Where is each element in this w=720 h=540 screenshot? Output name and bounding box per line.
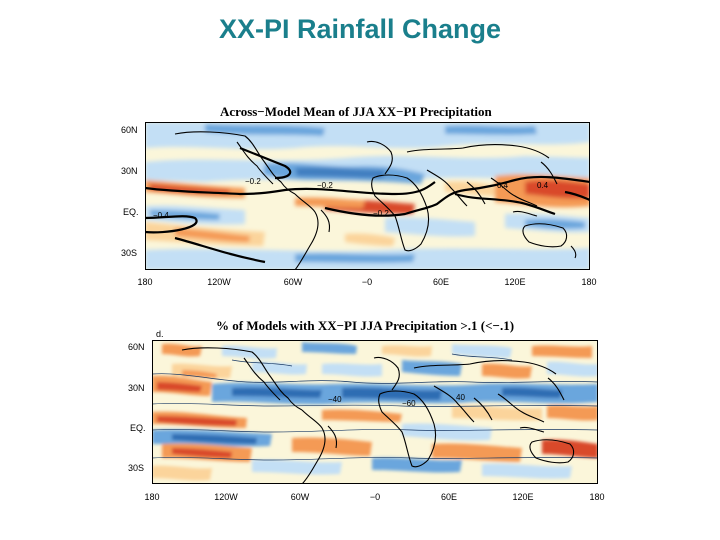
panel1-frame [145,122,590,270]
panel1-contour-label-6: 0.4 [497,181,509,190]
panel1-contour-label-3: −0.2 [373,209,389,218]
panel2-lon-0: −0 [369,492,381,502]
panel2-contour-label-1: −40 [328,395,342,404]
panel1-lon-60e: 60E [432,277,450,287]
panel2-letter: d. [156,329,164,339]
panel2-lon-180e: 180 [589,492,605,502]
panel2-contour-label-2: −60 [402,399,416,408]
panel1-title: Across−Model Mean of JJA XX−PI Precipita… [220,104,492,119]
panel2-lat-30n: 30N [128,383,145,393]
panel1-lon-60w: 60W [283,277,303,287]
panel2-lon-120w: 120W [214,492,238,502]
panel1-lon-180e: 180 [581,277,597,287]
panel1-lon-180w: 180 [137,277,153,287]
panel1-lat-30s: 30S [121,248,138,258]
panel1-lat-60n: 60N [121,125,138,135]
panel2-lat-30s: 30S [128,463,145,473]
panel1-map: −0.2 −0.4 −0.2 −0.2 0.4 0.4 [145,122,590,270]
panel1-lat-eq: EQ. [123,207,139,217]
panel2-frame [152,340,598,484]
panel1-lon-120e: 120E [504,277,526,287]
panel2-lat-eq: EQ. [130,423,146,433]
panel1-lon-0: −0 [361,277,373,287]
panel2-lon-60w: 60W [290,492,310,502]
panel2-title: % of Models with XX−PI JJA Precipitation… [216,318,515,333]
slide-title: XX-PI Rainfall Change [218,14,502,44]
panel2-lon-180w: 180 [144,492,160,502]
panel2-map: −40 −60 40 [152,340,598,484]
panel2-lon-120e: 120E [512,492,534,502]
panel2-lat-60n: 60N [128,342,145,352]
panel2-contours [152,353,598,461]
panel1-contours [145,146,590,264]
panel1-contour-label-1: −0.2 [317,181,333,190]
panel1-coastlines [174,131,577,270]
panel1-precip-field [145,122,590,270]
panel1-contour-label-4: −0.2 [245,177,261,186]
panel1-contour-label-5: 0.4 [537,181,549,190]
panel2-lon-60e: 60E [440,492,458,502]
panel1-contour-label-2: −0.4 [153,211,169,220]
panel1-lat-30n: 30N [121,166,138,176]
panel2-coastlines [181,347,575,484]
panel2-agreement-field [152,342,598,481]
panel2-contour-label-3: 40 [456,393,465,402]
panel1-lon-120w: 120W [207,277,231,287]
